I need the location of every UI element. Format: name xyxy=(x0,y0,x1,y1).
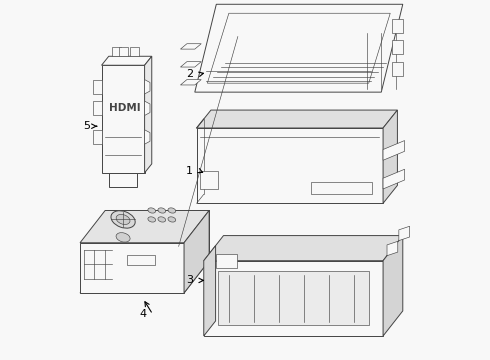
Polygon shape xyxy=(184,211,209,293)
Ellipse shape xyxy=(158,217,166,222)
Polygon shape xyxy=(204,261,383,336)
Polygon shape xyxy=(93,101,101,116)
Polygon shape xyxy=(126,255,155,265)
Text: 2: 2 xyxy=(186,69,193,79)
Polygon shape xyxy=(93,130,101,144)
Polygon shape xyxy=(392,19,403,33)
Polygon shape xyxy=(180,44,201,49)
Text: HDMI: HDMI xyxy=(109,103,141,113)
Polygon shape xyxy=(145,56,152,173)
Polygon shape xyxy=(145,130,150,144)
Polygon shape xyxy=(145,80,150,94)
Polygon shape xyxy=(383,140,405,160)
Polygon shape xyxy=(204,235,403,261)
Ellipse shape xyxy=(148,208,156,213)
Polygon shape xyxy=(180,80,201,85)
Polygon shape xyxy=(109,173,137,187)
Text: 4: 4 xyxy=(139,310,147,319)
Polygon shape xyxy=(383,110,397,203)
Text: 3: 3 xyxy=(186,275,193,285)
Polygon shape xyxy=(101,56,152,65)
Ellipse shape xyxy=(168,208,176,213)
Polygon shape xyxy=(311,182,372,194)
Polygon shape xyxy=(130,47,139,56)
Ellipse shape xyxy=(116,215,130,225)
Polygon shape xyxy=(80,261,209,293)
Ellipse shape xyxy=(148,217,156,222)
Polygon shape xyxy=(196,128,383,203)
Ellipse shape xyxy=(158,208,166,213)
Polygon shape xyxy=(399,226,410,240)
Polygon shape xyxy=(101,65,145,173)
Polygon shape xyxy=(145,101,150,116)
Polygon shape xyxy=(387,241,398,256)
Ellipse shape xyxy=(111,211,135,228)
Polygon shape xyxy=(207,13,390,83)
Text: 5: 5 xyxy=(83,121,90,131)
Polygon shape xyxy=(392,62,403,76)
Polygon shape xyxy=(196,110,397,128)
Polygon shape xyxy=(200,171,218,189)
Polygon shape xyxy=(204,246,216,336)
Ellipse shape xyxy=(168,217,176,222)
Polygon shape xyxy=(383,235,403,336)
Polygon shape xyxy=(218,271,368,325)
Polygon shape xyxy=(120,47,128,56)
Polygon shape xyxy=(93,80,101,94)
Polygon shape xyxy=(383,169,405,189)
Ellipse shape xyxy=(116,233,130,242)
Polygon shape xyxy=(180,62,201,67)
Polygon shape xyxy=(216,254,237,268)
Text: 1: 1 xyxy=(186,166,193,176)
Polygon shape xyxy=(112,47,122,56)
Polygon shape xyxy=(80,211,209,243)
Polygon shape xyxy=(392,40,403,54)
Polygon shape xyxy=(195,4,403,92)
Polygon shape xyxy=(80,243,184,293)
